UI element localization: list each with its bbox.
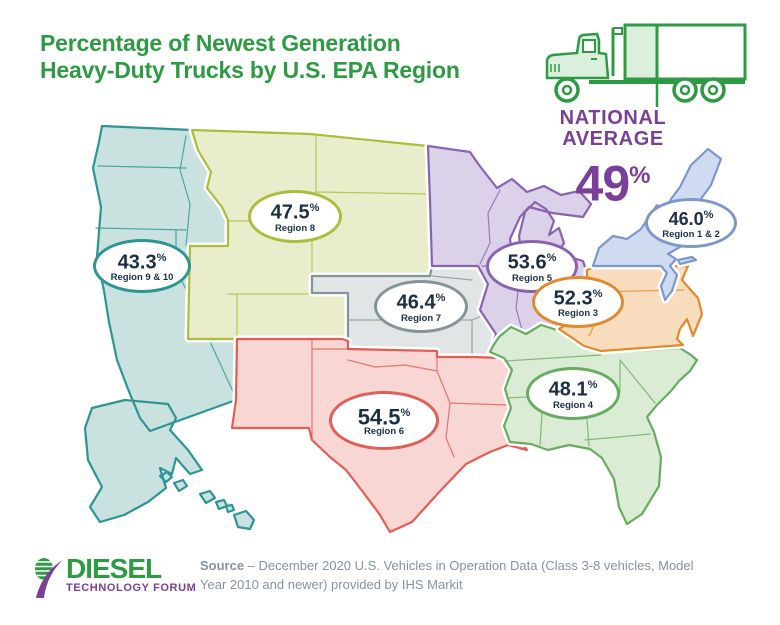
region-3-label: Region 3 bbox=[557, 308, 599, 320]
region-9-10-value: 43.3% bbox=[117, 251, 167, 274]
region-6-pill: 54.5% Region 6 bbox=[329, 391, 439, 450]
region-4-pill: 48.1% Region 4 bbox=[526, 367, 620, 420]
source-note: Source – December 2020 U.S. Vehicles in … bbox=[200, 556, 700, 594]
title-line-2: Heavy-Duty Trucks by U.S. EPA Region bbox=[40, 57, 460, 83]
source-label: Source bbox=[200, 558, 245, 573]
region-1-2-pill: 46.0% Region 1 & 2 bbox=[645, 198, 737, 248]
region-6-value: 54.5% bbox=[357, 404, 411, 430]
region-9-10-pill: 43.3% Region 9 & 10 bbox=[93, 239, 191, 293]
region-1-2-value: 46.0% bbox=[668, 209, 714, 229]
region-5-value: 53.6% bbox=[507, 251, 557, 274]
region-4-shape bbox=[486, 321, 701, 528]
region-3-pill: 52.3% Region 3 bbox=[532, 276, 624, 328]
region-7-pill: 46.4% Region 7 bbox=[374, 280, 468, 333]
region-8-value: 47.5% bbox=[270, 201, 320, 224]
logo-diesel: DIESEL bbox=[66, 553, 162, 584]
region-9-10-label: Region 9 & 10 bbox=[110, 272, 174, 284]
diesel-forum-logo-text: DIESEL TECHNOLOGY FORUM bbox=[66, 553, 197, 595]
region-8-pill: 47.5% Region 8 bbox=[248, 190, 342, 243]
region-4-label: Region 4 bbox=[552, 399, 594, 411]
region-6-label: Region 6 bbox=[363, 426, 405, 438]
region-1-2-label: Region 1 & 2 bbox=[662, 229, 720, 240]
region-7-value: 46.4% bbox=[396, 291, 446, 314]
diesel-forum-logo-icon bbox=[35, 558, 63, 598]
truck-icon bbox=[545, 23, 747, 107]
region-7-label: Region 7 bbox=[400, 312, 442, 324]
logo-technology-forum: TECHNOLOGY FORUM bbox=[66, 582, 197, 594]
region-5-label: Region 5 bbox=[511, 272, 553, 284]
region-5-pill: 53.6% Region 5 bbox=[486, 240, 578, 293]
page-title: Percentage of Newest Generation Heavy-Dut… bbox=[40, 30, 460, 84]
region-8-label: Region 8 bbox=[274, 222, 316, 234]
region-3-value: 52.3% bbox=[553, 287, 603, 310]
title-line-1: Percentage of Newest Generation bbox=[40, 30, 401, 56]
region-4-value: 48.1% bbox=[548, 378, 598, 401]
source-text: – December 2020 U.S. Vehicles in Operati… bbox=[200, 558, 694, 592]
